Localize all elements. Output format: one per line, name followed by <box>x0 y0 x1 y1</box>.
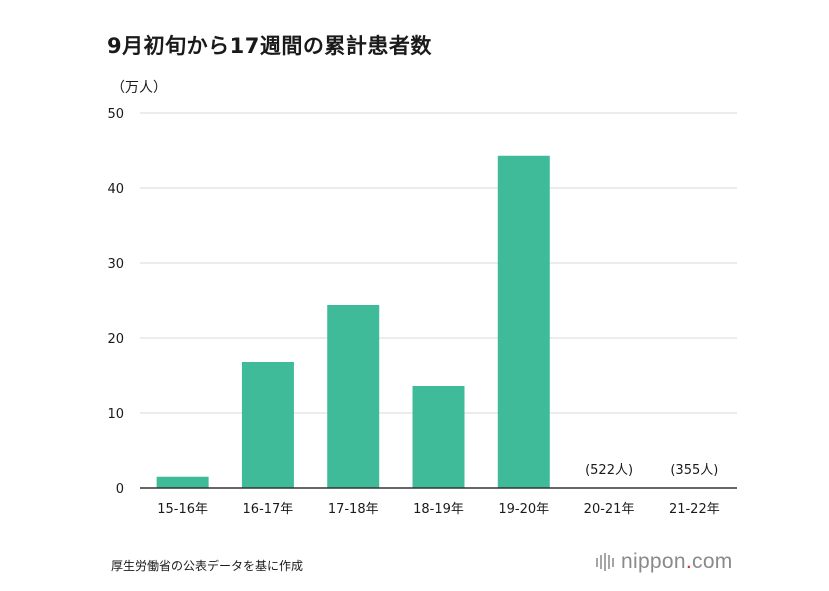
brand-wordmark: nippon.com <box>621 550 733 573</box>
brand-mark-icon <box>596 553 614 571</box>
bar <box>327 305 380 488</box>
bar <box>241 362 294 488</box>
source-note: 厚生労働省の公表データを基に作成 <box>111 559 304 573</box>
nippon-com-logo: nippon.com <box>596 550 733 574</box>
x-tick-label: 15-16年 <box>157 502 208 517</box>
x-tick-label: 20-21年 <box>584 502 635 517</box>
x-tick-label: 17-18年 <box>328 502 379 517</box>
y-tick-label: 20 <box>107 332 124 347</box>
x-tick-label: 18-19年 <box>413 502 464 517</box>
y-tick-label: 30 <box>107 257 124 272</box>
bar-annotation: (355人) <box>670 463 718 478</box>
chart-title: 9月初旬から17週間の累計患者数 <box>107 34 432 58</box>
x-tick-label: 19-20年 <box>498 502 549 517</box>
x-tick-label: 21-22年 <box>669 502 720 517</box>
y-tick-label: 0 <box>116 482 124 497</box>
bar <box>412 386 465 488</box>
y-tick-label: 50 <box>107 107 124 122</box>
bar-annotation: (522人) <box>585 463 633 478</box>
y-axis-unit-label: （万人） <box>111 80 167 96</box>
bar <box>497 155 550 488</box>
y-tick-label: 40 <box>107 182 124 197</box>
x-tick-label: 16-17年 <box>243 502 294 517</box>
bar <box>156 476 209 488</box>
y-tick-label: 10 <box>107 407 124 422</box>
